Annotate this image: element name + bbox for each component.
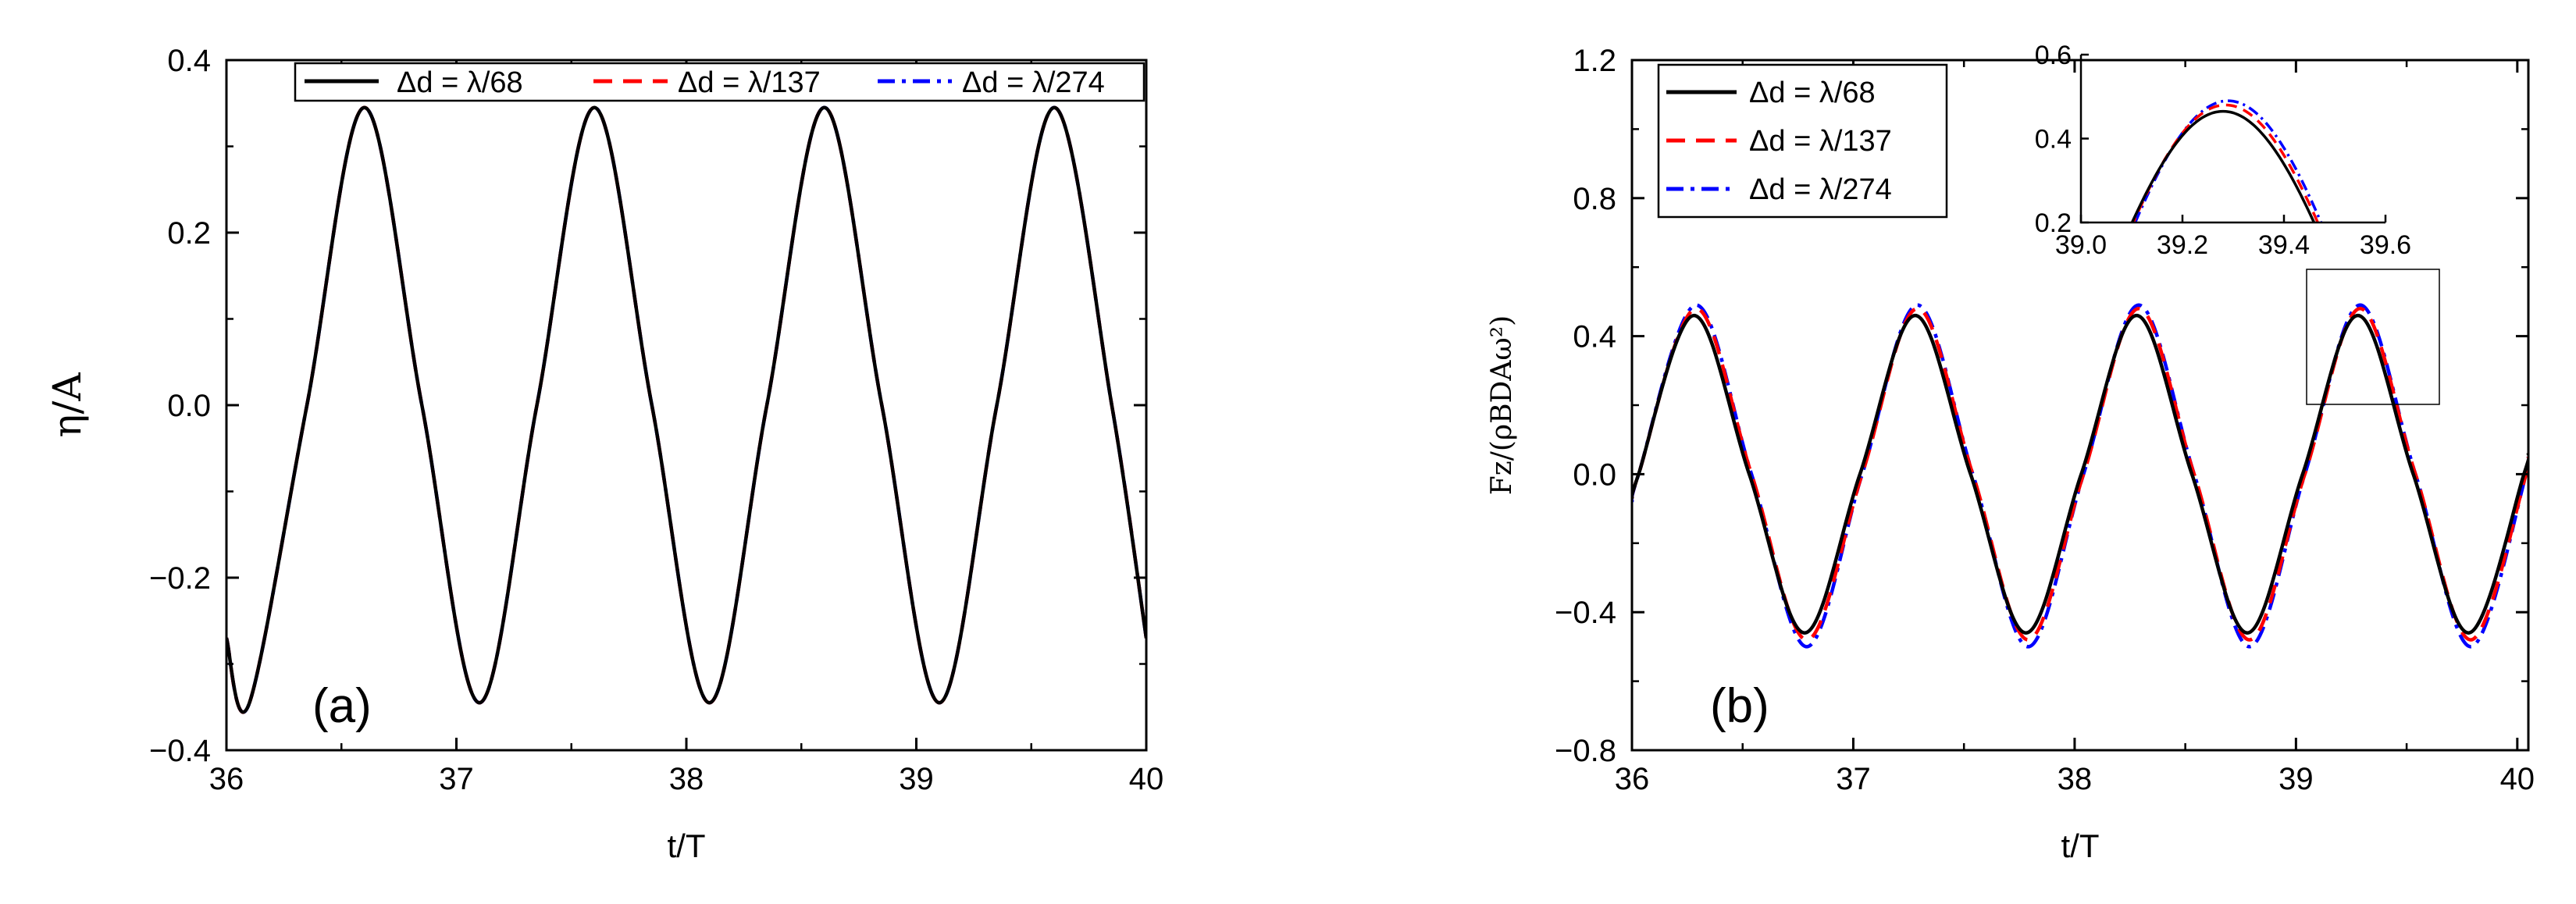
inset-axes: [2079, 55, 2385, 224]
panel-b: 36 37 38 39 40 −0.8 −0.4 0.0 0.4 0.8 1.2 t/T Fz/(ρ…: [1486, 41, 2535, 864]
inset-series-line: [2130, 109, 2316, 222]
panel-a-ylabel: η/A: [45, 372, 90, 438]
panel-a0-ytick-label: −0.2: [149, 561, 211, 596]
panel-b-zoom-box: [2306, 269, 2440, 405]
panel-b1-xtick-label: 40: [2500, 762, 2535, 796]
panel-a-series-line: [226, 105, 1146, 714]
panel-b-ticks: 36 37 38 39 40 −0.8 −0.4 0.0 0.4 0.8 1.2: [1555, 44, 2535, 796]
inset-lines: [2130, 99, 2323, 222]
legend-b-label: Δd = λ/274: [1749, 173, 1892, 206]
panel-a0-xtick-label: 37: [439, 762, 474, 796]
panel-b1-ytick-label: 0.4: [1573, 320, 1616, 354]
inset-series-line: [2133, 99, 2323, 222]
panel-b-legend-items: Δd = λ/68 Δd = λ/137 Δd = λ/274: [1666, 77, 1892, 206]
panel-a-legend-box: [294, 62, 1145, 102]
panel-a0-ytick-label: −0.4: [149, 734, 211, 768]
panel-a0-ytick-label: 0.2: [167, 216, 211, 251]
panel-a-frame: [225, 59, 1148, 752]
inset-xtick-label: 39.2: [2157, 230, 2208, 260]
panel-b1-xtick-label: 36: [1615, 762, 1650, 796]
inset-ytick-label: 0.6: [2035, 41, 2072, 70]
legend-a-label: Δd = λ/274: [962, 66, 1105, 99]
inset-xtick-label: 39.0: [2055, 230, 2107, 260]
panel-a: 36 37 38 39 40−0.4−0.20.00.20.4 t/T η/A (a) …: [45, 44, 1163, 864]
panel-a0-xtick-label: 38: [669, 762, 704, 796]
panel-b1-xtick-label: 38: [2058, 762, 2093, 796]
panel-b1-ytick-label: 1.2: [1573, 44, 1616, 78]
panel-b1-xtick-label: 37: [1836, 762, 1871, 796]
panel-a0-xtick-label: 40: [1129, 762, 1164, 796]
inset-ytick-label: 0.2: [2035, 208, 2072, 238]
panel-a-legend: Δd = λ/68 Δd = λ/137 Δd = λ/274: [294, 62, 1145, 102]
panel-b-xlabel: t/T: [2061, 827, 2100, 864]
legend-a-label: Δd = λ/68: [397, 66, 523, 99]
panel-b-series-line: [1632, 313, 2528, 635]
inset-xtick-label: 39.4: [2258, 230, 2310, 260]
panel-a-label: (a): [312, 679, 372, 733]
inset-xtick-label: 39.6: [2360, 230, 2411, 260]
panel-a-legend-items: Δd = λ/68 Δd = λ/137 Δd = λ/274: [305, 66, 1105, 99]
legend-b-label: Δd = λ/68: [1749, 77, 1876, 109]
panel-a0-ytick-label: 0.4: [167, 44, 211, 78]
inset-ticks: 39.0 39.2 39.4 39.6 0.2 0.4 0.6: [2035, 41, 2411, 260]
panel-b1-xtick-label: 39: [2278, 762, 2314, 796]
panel-a0-xtick-label: 39: [899, 762, 934, 796]
panel-a-ticks: 36 37 38 39 40 −0.4 −0.2 0.0 0.2 0.4: [149, 44, 1163, 796]
legend-b-label: Δd = λ/137: [1749, 125, 1892, 158]
panel-b-lines: [1632, 303, 2528, 649]
panel-b1-ytick-label: −0.4: [1555, 596, 1616, 630]
legend-a-label: Δd = λ/137: [678, 66, 821, 99]
panel-a-lines: [226, 105, 1146, 714]
panel-b1-ytick-label: 0.8: [1573, 182, 1616, 216]
panel-b1-ytick-label: −0.8: [1555, 734, 1616, 768]
inset-ytick-label: 0.4: [2035, 125, 2072, 155]
panel-b-legend: Δd = λ/68 Δd = λ/137 Δd = λ/274: [1657, 63, 1948, 219]
panel-b-inset: 39.0 39.2 39.4 39.6 0.2 0.4 0.6: [2035, 41, 2411, 260]
panel-a0-xtick-label: 36: [209, 762, 244, 796]
panel-b-ylabel: Fz/(ρBDAω²): [1486, 315, 1518, 495]
panel-a-xlabel: t/T: [668, 827, 706, 864]
panel-b1-ytick-label: 0.0: [1573, 457, 1616, 492]
panel-a0-ytick-label: 0.0: [167, 389, 211, 423]
panel-b-label: (b): [1710, 679, 1769, 733]
